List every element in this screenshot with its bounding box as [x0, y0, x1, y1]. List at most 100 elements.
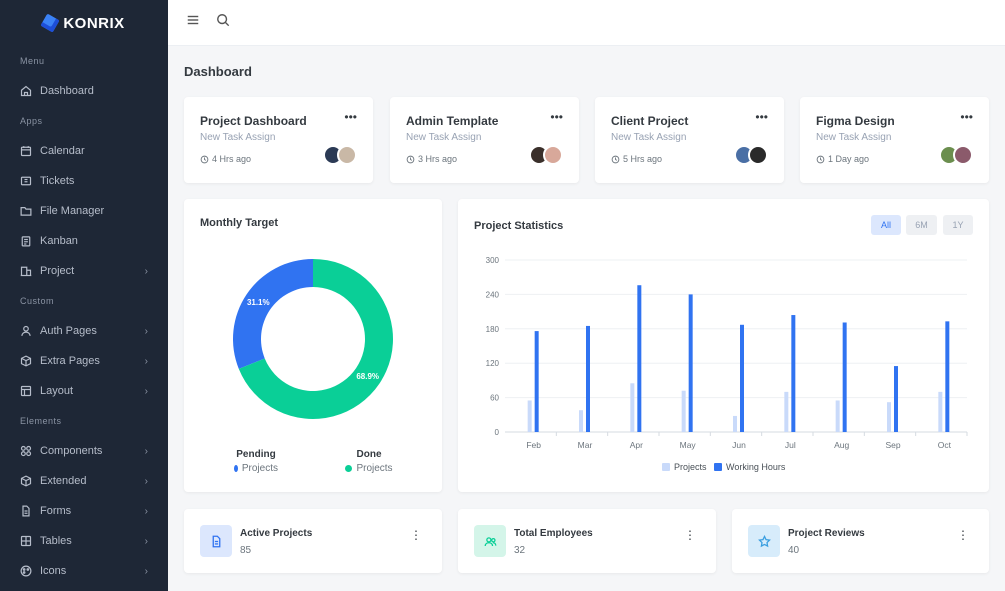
- more-options-icon[interactable]: •••: [755, 110, 768, 124]
- bar-working-hours[interactable]: [894, 366, 898, 432]
- sidebar-item-label: Kanban: [40, 235, 78, 247]
- chevron-right-icon: ›: [144, 385, 148, 397]
- y-tick-label: 120: [486, 359, 500, 368]
- bar-projects[interactable]: [681, 390, 686, 432]
- sidebar-section-title: Elements: [20, 416, 62, 426]
- bar-working-hours[interactable]: [688, 294, 693, 432]
- monthly-target-donut: 31.1% 68.9%: [233, 259, 393, 419]
- bar-projects[interactable]: [835, 400, 840, 432]
- more-options-icon[interactable]: •••: [960, 110, 973, 124]
- bar-working-hours[interactable]: [842, 322, 847, 432]
- sidebar-item-label: Icons: [40, 565, 67, 577]
- sidebar-item-auth-pages[interactable]: Auth Pages ›: [0, 316, 168, 346]
- legend-done-title: Done: [356, 449, 382, 460]
- sidebar-item-tickets[interactable]: Tickets: [0, 166, 168, 196]
- monthly-target-title: Monthly Target: [200, 217, 279, 229]
- sidebar-item-label: Project: [40, 265, 75, 277]
- chevron-right-icon: ›: [144, 535, 148, 547]
- cube-icon: [20, 475, 32, 487]
- x-tick-label: Apr: [630, 440, 643, 450]
- avatar-group: [939, 145, 973, 165]
- bar-projects[interactable]: [733, 415, 737, 432]
- sidebar-item-kanban[interactable]: Kanban: [0, 226, 168, 256]
- avatar[interactable]: [953, 145, 973, 165]
- sidebar-item-extra-pages[interactable]: Extra Pages ›: [0, 346, 168, 376]
- range-6m-button[interactable]: 6M: [906, 215, 937, 235]
- sidebar: KONRIX Menu Dashboard Apps Calendar Tickets F…: [0, 0, 168, 591]
- sidebar-item-layout[interactable]: Layout ›: [0, 376, 168, 406]
- sidebar-item-dashboard[interactable]: Dashboard: [0, 76, 168, 106]
- sidebar-item-label: Forms: [40, 505, 72, 517]
- project-card-time: 3 Hrs ago: [406, 154, 457, 164]
- bar-projects[interactable]: [938, 391, 943, 432]
- bar-projects[interactable]: [579, 410, 583, 432]
- sidebar-item-calendar[interactable]: Calendar: [0, 136, 168, 166]
- bar-working-hours[interactable]: [791, 315, 796, 432]
- bar-working-hours[interactable]: [637, 285, 642, 432]
- project-card-subtitle: New Task Assign: [611, 132, 687, 143]
- sidebar-item-icons[interactable]: Icons ›: [0, 556, 168, 586]
- more-options-icon[interactable]: •••: [344, 110, 357, 124]
- bar-working-hours[interactable]: [534, 331, 539, 432]
- avatar[interactable]: [337, 145, 357, 165]
- bar-projects[interactable]: [887, 402, 891, 432]
- kebab-menu-icon[interactable]: ⋮: [684, 528, 696, 542]
- search-icon[interactable]: [216, 13, 230, 32]
- project-card-time: 4 Hrs ago: [200, 154, 251, 164]
- y-tick-label: 0: [495, 428, 500, 437]
- avatar[interactable]: [543, 145, 563, 165]
- sidebar-item-project[interactable]: Project ›: [0, 256, 168, 286]
- sidebar-section-title: Apps: [20, 116, 43, 126]
- page-title: Dashboard: [184, 64, 252, 79]
- bar-working-hours[interactable]: [945, 321, 950, 432]
- sidebar-item-label: Extra Pages: [40, 355, 100, 367]
- chevron-right-icon: ›: [144, 265, 148, 277]
- sidebar-item-components[interactable]: Components ›: [0, 436, 168, 466]
- cube-logo-icon: [40, 13, 60, 33]
- bar-working-hours[interactable]: [740, 324, 744, 432]
- box-icon: [20, 355, 32, 367]
- range-all-button[interactable]: All: [871, 215, 901, 235]
- donut-slice-pending[interactable]: [233, 259, 313, 369]
- kebab-menu-icon[interactable]: ⋮: [957, 528, 969, 542]
- sidebar-item-forms[interactable]: Forms ›: [0, 496, 168, 526]
- sidebar-item-tables[interactable]: Tables ›: [0, 526, 168, 556]
- brand-logo[interactable]: KONRIX: [0, 0, 168, 46]
- more-options-icon[interactable]: •••: [550, 110, 563, 124]
- x-tick-label: Aug: [834, 440, 849, 450]
- project-card[interactable]: Client Project New Task Assign 5 Hrs ago…: [595, 97, 784, 183]
- document-icon: [200, 525, 232, 557]
- clipboard-icon: [20, 235, 32, 247]
- project-card[interactable]: Figma Design New Task Assign 1 Day ago •…: [800, 97, 989, 183]
- star-icon: [748, 525, 780, 557]
- calendar-icon: [20, 145, 32, 157]
- bar-projects[interactable]: [527, 400, 532, 432]
- sidebar-item-extended[interactable]: Extended ›: [0, 466, 168, 496]
- y-tick-label: 240: [486, 290, 500, 299]
- kebab-menu-icon[interactable]: ⋮: [410, 528, 422, 542]
- legend-done: Done Projects: [344, 449, 394, 474]
- sidebar-item-file-manager[interactable]: File Manager: [0, 196, 168, 226]
- layout-icon: [20, 385, 32, 397]
- bar-projects[interactable]: [630, 383, 635, 432]
- palette-icon: [20, 565, 32, 577]
- legend-label-working-hours: Working Hours: [726, 462, 786, 472]
- project-card[interactable]: Admin Template New Task Assign 3 Hrs ago…: [390, 97, 579, 183]
- bar-working-hours[interactable]: [586, 325, 590, 432]
- chevron-right-icon: ›: [144, 475, 148, 487]
- range-1y-button[interactable]: 1Y: [943, 215, 973, 235]
- project-card-time-text: 1 Day ago: [828, 154, 870, 164]
- sidebar-item-label: Extended: [40, 475, 87, 487]
- folder-icon: [20, 205, 32, 217]
- project-card[interactable]: Project Dashboard New Task Assign 4 Hrs …: [184, 97, 373, 183]
- legend-pending-label: Projects: [241, 463, 278, 474]
- donut-data-label: 68.9%: [356, 372, 379, 381]
- sidebar-nav: Menu Dashboard Apps Calendar Tickets File Man…: [0, 46, 168, 586]
- x-tick-label: Mar: [578, 440, 593, 450]
- avatar[interactable]: [748, 145, 768, 165]
- bar-projects[interactable]: [784, 391, 789, 432]
- donut-slice-done[interactable]: [238, 259, 393, 419]
- x-tick-label: Jul: [785, 440, 796, 450]
- stat-value: 32: [514, 545, 526, 556]
- menu-toggle-icon[interactable]: [186, 13, 200, 32]
